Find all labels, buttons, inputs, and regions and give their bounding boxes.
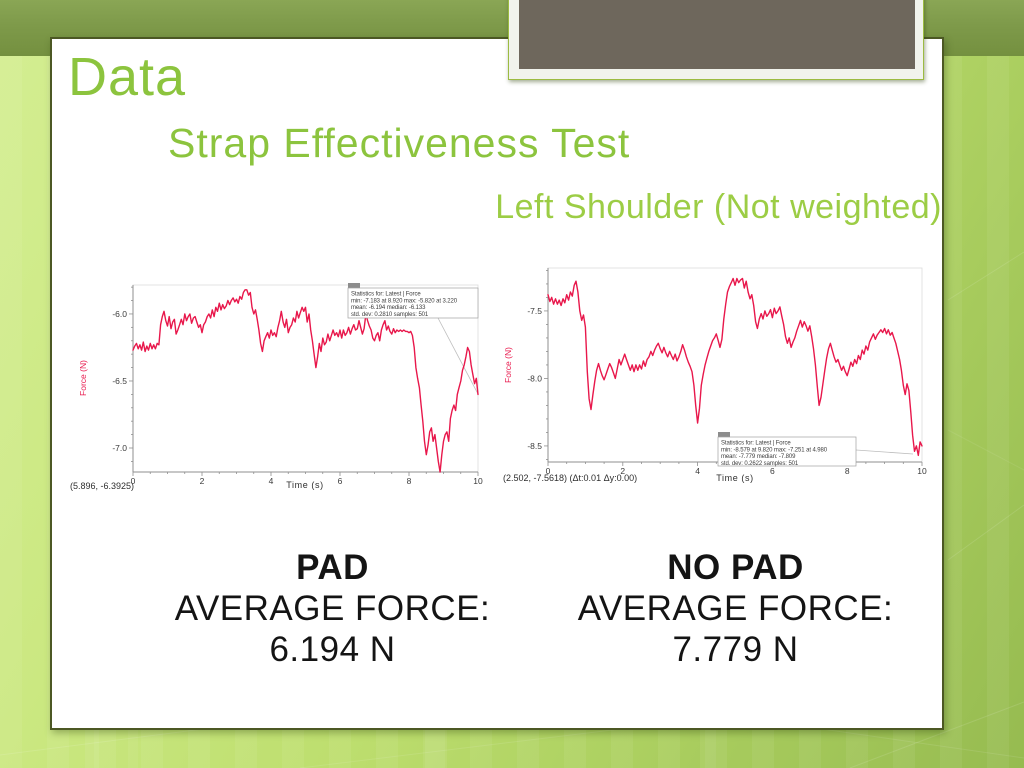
chart-canvas: 0 2 4 6 8 10 -6.0 -6.5 -7.0 Statistics for: Lates… (70, 283, 483, 491)
svg-text:-6.5: -6.5 (112, 376, 127, 386)
stats-box-line: min: -8.579 at 9.820 max: -7.251 at 4.98… (721, 447, 828, 453)
svg-text:10: 10 (917, 466, 927, 476)
stats-box-line: min: -7.183 at 8.920 max: -5.820 at 3.22… (351, 298, 458, 304)
nopad-force-chart: 0 2 4 6 8 10 -7.5 -8.0 -8.5 Statistics for: Lates… (500, 252, 952, 507)
pad-caption-line: AVERAGE FORCE: (174, 589, 491, 628)
pad-caption-title: PAD (296, 548, 369, 587)
svg-text:4: 4 (695, 466, 700, 476)
svg-text:0: 0 (546, 466, 551, 476)
cursor-readout: (2.502, -7.5618) (Δt:0.01 Δy:0.00) (503, 473, 637, 483)
stats-box-line: mean: -6.194 median: -6.133 (351, 305, 426, 311)
force-trace (547, 277, 923, 457)
slide-subtitle: Strap Effectiveness Test (168, 120, 631, 166)
svg-text:2: 2 (620, 466, 625, 476)
stats-box-line: Statistics for: Latest | Force (351, 292, 421, 298)
svg-text:0: 0 (131, 476, 136, 486)
x-axis-label: Time (s) (286, 480, 323, 490)
stats-box (347, 287, 479, 319)
nopad-caption-value: 7.779 N (672, 630, 799, 669)
svg-text:-8.0: -8.0 (527, 373, 542, 383)
nopad-caption: NO PAD AVERAGE FORCE: 7.779 N (558, 547, 913, 670)
svg-text:8: 8 (407, 476, 412, 486)
stats-box-line: mean: -7.779 median: -7.809 (721, 454, 796, 460)
stats-box-line: Statistics for: Latest | Force (721, 441, 791, 447)
nopad-caption-line: AVERAGE FORCE: (577, 589, 894, 628)
stats-box-line: std. dev: 0.2622 samples: 501 (721, 461, 799, 467)
stats-box-handle (348, 283, 360, 288)
stats-box (717, 436, 857, 467)
force-trace (132, 289, 479, 473)
svg-text:4: 4 (269, 476, 274, 486)
svg-text:10: 10 (473, 476, 483, 486)
slide-subsubtitle: Left Shoulder (Not weighted) (495, 188, 942, 226)
x-axis-label: Time (s) (716, 473, 753, 483)
svg-text:-7.0: -7.0 (112, 443, 127, 453)
pad-caption: PAD AVERAGE FORCE: 6.194 N (155, 547, 510, 670)
nopad-caption-title: NO PAD (667, 548, 804, 587)
svg-text:6: 6 (338, 476, 343, 486)
svg-text:6: 6 (770, 466, 775, 476)
y-axis-label: Force (N) (78, 360, 88, 396)
pad-force-chart: 0 2 4 6 8 10 -6.0 -6.5 -7.0 Statistics for: Lates… (60, 255, 492, 506)
chart-canvas: 0 2 4 6 8 10 -7.5 -8.0 -8.5 Statistics for: Lates… (503, 267, 927, 483)
y-axis-label: Force (N) (503, 347, 513, 383)
svg-text:-8.5: -8.5 (527, 441, 542, 451)
svg-text:8: 8 (845, 466, 850, 476)
cursor-readout: (5.896, -6.3925) (70, 481, 134, 491)
stats-box-handle (718, 432, 730, 437)
svg-text:2: 2 (200, 476, 205, 486)
photo-image (519, 0, 915, 69)
pad-caption-value: 6.194 N (269, 630, 396, 669)
stats-box-line: std. dev: 0.2810 samples: 501 (351, 312, 429, 318)
page-title: Data (68, 47, 187, 107)
svg-text:-6.0: -6.0 (112, 309, 127, 319)
svg-text:-7.5: -7.5 (527, 306, 542, 316)
photo-placeholder (508, 0, 924, 80)
